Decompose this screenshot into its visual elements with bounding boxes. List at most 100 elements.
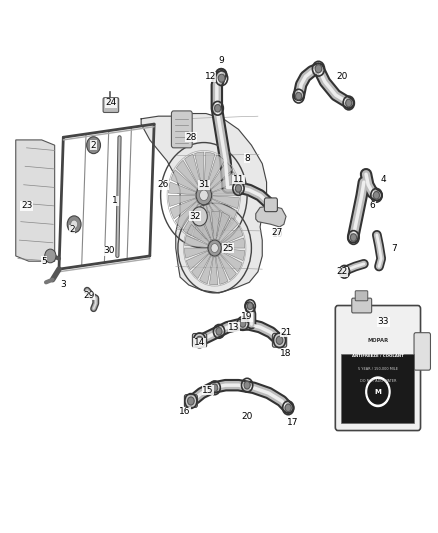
Text: 18: 18 bbox=[280, 349, 292, 358]
Polygon shape bbox=[184, 248, 208, 258]
Circle shape bbox=[346, 99, 352, 107]
Circle shape bbox=[368, 379, 388, 404]
Circle shape bbox=[240, 320, 246, 327]
Circle shape bbox=[373, 191, 379, 199]
Circle shape bbox=[192, 207, 207, 226]
Polygon shape bbox=[186, 251, 209, 270]
Text: 11: 11 bbox=[233, 175, 244, 184]
Polygon shape bbox=[216, 212, 230, 240]
Circle shape bbox=[285, 404, 291, 411]
Polygon shape bbox=[212, 184, 239, 195]
Polygon shape bbox=[221, 227, 243, 245]
Circle shape bbox=[67, 216, 81, 233]
Text: 17: 17 bbox=[287, 417, 298, 426]
Polygon shape bbox=[222, 238, 245, 248]
FancyBboxPatch shape bbox=[171, 111, 192, 148]
Text: M: M bbox=[374, 389, 381, 395]
Text: 29: 29 bbox=[84, 291, 95, 300]
Circle shape bbox=[215, 104, 221, 112]
FancyBboxPatch shape bbox=[265, 198, 277, 212]
Polygon shape bbox=[204, 152, 215, 185]
Text: 13: 13 bbox=[228, 322, 240, 332]
Circle shape bbox=[90, 141, 97, 149]
FancyBboxPatch shape bbox=[352, 298, 372, 313]
Polygon shape bbox=[200, 256, 213, 284]
Text: 14: 14 bbox=[194, 338, 205, 348]
Text: 19: 19 bbox=[241, 312, 253, 321]
Polygon shape bbox=[212, 196, 239, 208]
FancyBboxPatch shape bbox=[272, 334, 287, 347]
Polygon shape bbox=[207, 155, 225, 187]
FancyBboxPatch shape bbox=[192, 334, 207, 347]
Polygon shape bbox=[207, 204, 223, 237]
Circle shape bbox=[208, 240, 221, 256]
Text: 24: 24 bbox=[105, 99, 117, 108]
Text: 2: 2 bbox=[69, 225, 75, 234]
Text: 26: 26 bbox=[157, 180, 169, 189]
Bar bbox=[341, 354, 414, 423]
Circle shape bbox=[218, 74, 225, 82]
Polygon shape bbox=[222, 249, 245, 261]
Polygon shape bbox=[191, 254, 211, 279]
Text: MOPAR: MOPAR bbox=[367, 338, 389, 343]
Circle shape bbox=[196, 336, 203, 344]
Circle shape bbox=[87, 137, 100, 154]
Circle shape bbox=[366, 377, 390, 407]
Polygon shape bbox=[16, 140, 55, 261]
Circle shape bbox=[342, 268, 347, 275]
Polygon shape bbox=[256, 206, 286, 227]
Text: 10: 10 bbox=[272, 230, 283, 239]
Polygon shape bbox=[184, 154, 201, 187]
Circle shape bbox=[200, 190, 208, 200]
Polygon shape bbox=[219, 217, 238, 243]
Text: 8: 8 bbox=[244, 154, 250, 163]
Circle shape bbox=[71, 220, 78, 229]
Text: 22: 22 bbox=[337, 267, 348, 276]
Polygon shape bbox=[171, 170, 197, 191]
Polygon shape bbox=[211, 172, 237, 192]
Text: 31: 31 bbox=[198, 180, 210, 189]
Polygon shape bbox=[209, 257, 218, 285]
Text: 20: 20 bbox=[241, 413, 253, 421]
FancyBboxPatch shape bbox=[336, 305, 420, 431]
FancyBboxPatch shape bbox=[355, 291, 368, 301]
Polygon shape bbox=[169, 182, 196, 195]
Circle shape bbox=[276, 336, 283, 344]
Text: 6: 6 bbox=[370, 201, 375, 211]
Circle shape bbox=[196, 186, 212, 205]
Polygon shape bbox=[219, 254, 237, 280]
Text: 16: 16 bbox=[179, 407, 190, 416]
Polygon shape bbox=[193, 216, 211, 242]
Circle shape bbox=[247, 303, 253, 310]
Text: 5: 5 bbox=[41, 257, 47, 266]
Polygon shape bbox=[216, 256, 228, 284]
Text: 7: 7 bbox=[391, 244, 397, 253]
Text: DO NOT ADD WATER: DO NOT ADD WATER bbox=[360, 379, 396, 383]
Circle shape bbox=[212, 384, 218, 392]
Text: 20: 20 bbox=[336, 72, 348, 81]
Circle shape bbox=[296, 92, 302, 100]
Polygon shape bbox=[168, 195, 195, 206]
Polygon shape bbox=[209, 202, 231, 230]
Text: 12: 12 bbox=[205, 72, 216, 81]
Polygon shape bbox=[170, 199, 197, 219]
Text: 1: 1 bbox=[112, 196, 118, 205]
Text: 21: 21 bbox=[280, 328, 292, 337]
Text: 33: 33 bbox=[378, 317, 389, 326]
FancyBboxPatch shape bbox=[414, 333, 431, 370]
FancyBboxPatch shape bbox=[184, 394, 198, 407]
Circle shape bbox=[244, 382, 250, 389]
Circle shape bbox=[216, 328, 222, 335]
Polygon shape bbox=[201, 212, 213, 240]
FancyBboxPatch shape bbox=[103, 98, 119, 112]
Polygon shape bbox=[193, 205, 203, 238]
Circle shape bbox=[187, 397, 194, 405]
Polygon shape bbox=[204, 206, 213, 239]
Text: ANTIFREEZE / COOLANT: ANTIFREEZE / COOLANT bbox=[352, 354, 404, 358]
Polygon shape bbox=[209, 161, 233, 189]
Text: 15: 15 bbox=[202, 386, 214, 395]
Circle shape bbox=[235, 184, 241, 192]
Polygon shape bbox=[141, 114, 267, 293]
Polygon shape bbox=[220, 252, 242, 272]
Text: 5 YEAR / 150,000 MILE: 5 YEAR / 150,000 MILE bbox=[358, 367, 398, 372]
